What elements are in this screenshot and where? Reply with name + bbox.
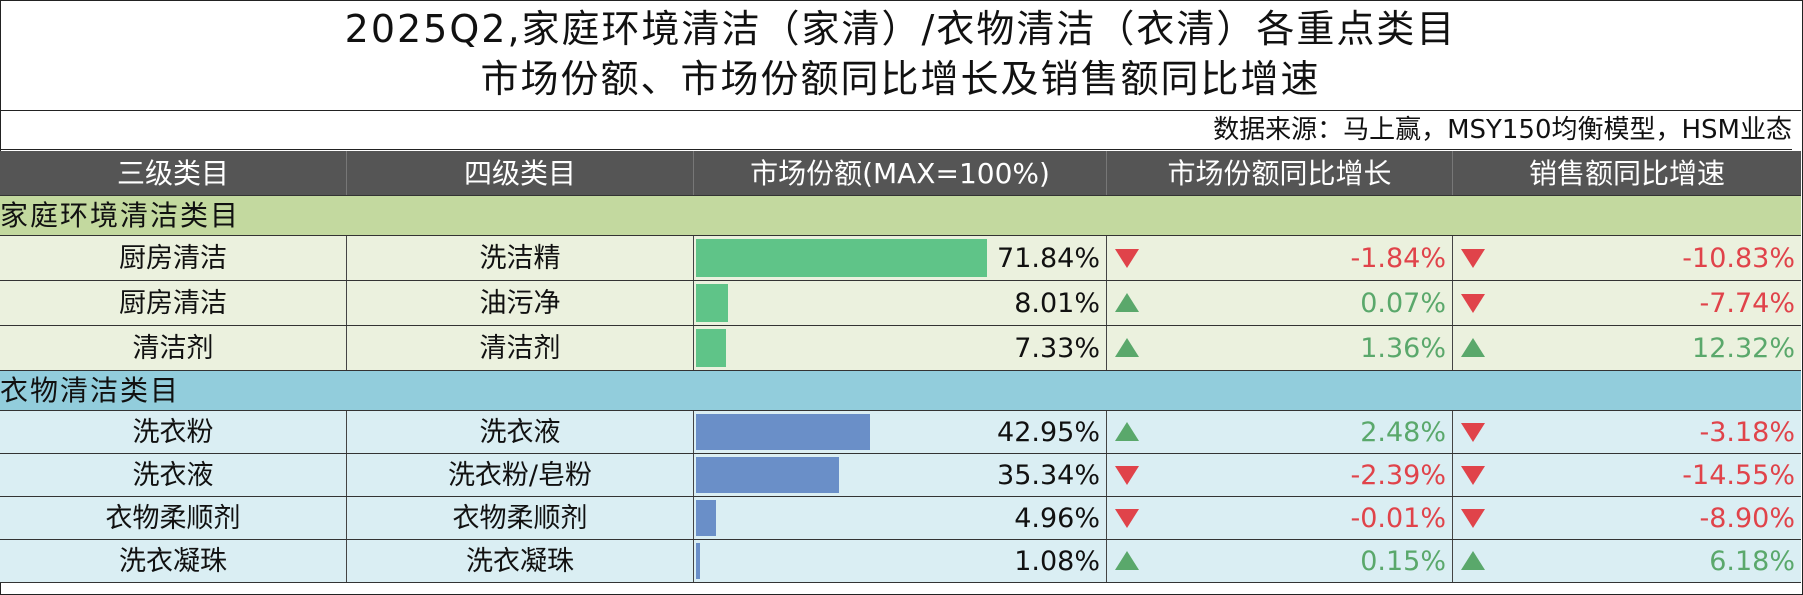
share-bar [696,543,700,579]
share-yoy-cell: 0.07% [1107,281,1453,325]
up-triangle-icon [1115,293,1139,312]
cat4-cell: 洗衣粉/皂粉 [347,454,694,496]
share-value: 1.08% [1014,545,1100,577]
table-row: 厨房清洁 洗洁精 71.84% -1.84% -10.83% [0,236,1801,281]
section-header: 家庭环境清洁类目 [0,196,1801,236]
cat3-cell: 洗衣凝珠 [0,540,347,582]
sales-yoy-cell: -14.55% [1453,454,1801,496]
down-triangle-icon [1115,249,1139,268]
share-value: 8.01% [1014,287,1100,319]
share-bar [696,457,839,493]
sales-yoy-value: -8.90% [1699,502,1795,534]
share-yoy-cell: -0.01% [1107,497,1453,539]
down-triangle-icon [1461,249,1485,268]
cat4-cell: 洗衣凝珠 [347,540,694,582]
share-yoy-value: 0.07% [1360,287,1446,319]
title-line-2: 市场份额、市场份额同比增长及销售额同比增速 [480,57,1321,101]
header-cat4: 四级类目 [347,151,694,195]
cat3-cell: 清洁剂 [0,326,347,370]
share-bar [696,329,726,367]
share-cell: 1.08% [694,540,1107,582]
down-triangle-icon [1461,509,1485,528]
down-triangle-icon [1115,509,1139,528]
header-sales-yoy: 销售额同比增速 [1528,157,1725,190]
sales-yoy-cell: -10.83% [1453,236,1801,280]
share-bar [696,414,870,450]
share-yoy-value: 0.15% [1360,545,1446,577]
sales-yoy-value: 6.18% [1709,545,1795,577]
share-cell: 35.34% [694,454,1107,496]
chart-title: 2025Q2,家庭环境清洁（家清）/衣物清洁（衣清）各重点类目 市场份额、市场份… [0,0,1801,111]
header-share-yoy: 市场份额同比增长 [1107,151,1453,195]
header-row: 三级类目 四级类目 市场份额(MAX=100%) 市场份额同比增长 销售额同比增… [0,151,1801,196]
up-triangle-icon [1461,551,1485,570]
up-triangle-icon [1115,551,1139,570]
sales-yoy-cell: -8.90% [1453,497,1801,539]
table-row: 衣物柔顺剂 衣物柔顺剂 4.96% -0.01% -8.90% [0,497,1801,540]
down-triangle-icon [1115,466,1139,485]
title-line-1: 2025Q2,家庭环境清洁（家清）/衣物清洁（衣清）各重点类目 [344,7,1457,51]
data-table: 三级类目 四级类目 市场份额(MAX=100%) 市场份额同比增长 销售额同比增… [0,151,1801,583]
down-triangle-icon [1461,423,1485,442]
header-share: 市场份额(MAX=100%) [694,151,1107,195]
share-yoy-cell: 2.48% [1107,411,1453,453]
share-yoy-value: 2.48% [1360,416,1446,448]
cat3-cell: 洗衣液 [0,454,347,496]
table-row: 洗衣粉 洗衣液 42.95% 2.48% -3.18% [0,411,1801,454]
data-source: 数据来源：马上赢，MSY150均衡模型，HSM业态 [0,111,1792,150]
up-triangle-icon [1461,338,1485,357]
share-cell: 42.95% [694,411,1107,453]
share-yoy-value: -1.84% [1350,242,1446,274]
share-yoy-cell: -2.39% [1107,454,1453,496]
header-cat3: 三级类目 [0,151,347,195]
share-yoy-cell: 1.36% [1107,326,1453,370]
cat3-cell: 厨房清洁 [0,236,347,280]
share-cell: 71.84% [694,236,1107,280]
up-triangle-icon [1115,422,1139,441]
cat3-cell: 厨房清洁 [0,281,347,325]
cat3-cell: 衣物柔顺剂 [0,497,347,539]
cat4-cell: 洗衣液 [347,411,694,453]
down-triangle-icon [1461,466,1485,485]
sales-yoy-value: 12.32% [1692,332,1795,364]
cat3-cell: 洗衣粉 [0,411,347,453]
share-value: 71.84% [997,242,1100,274]
share-bar [696,284,728,322]
down-triangle-icon [1461,294,1485,313]
share-bar [696,239,987,277]
share-value: 4.96% [1014,502,1100,534]
table-row: 清洁剂 清洁剂 7.33% 1.36% 12.32% [0,326,1801,371]
share-cell: 8.01% [694,281,1107,325]
share-bar [696,500,716,536]
sales-yoy-value: -3.18% [1699,416,1795,448]
table-row: 厨房清洁 油污净 8.01% 0.07% -7.74% [0,281,1801,326]
section-header: 衣物清洁类目 [0,371,1801,411]
table-row: 洗衣液 洗衣粉/皂粉 35.34% -2.39% -14.55% [0,454,1801,497]
share-value: 35.34% [997,459,1100,491]
share-yoy-cell: 0.15% [1107,540,1453,582]
share-yoy-value: -0.01% [1350,502,1446,534]
table-row: 洗衣凝珠 洗衣凝珠 1.08% 0.15% 6.18% [0,540,1801,583]
sales-yoy-cell: 12.32% [1453,326,1801,370]
cat4-cell: 衣物柔顺剂 [347,497,694,539]
sales-yoy-value: -14.55% [1682,459,1795,491]
share-yoy-value: -2.39% [1350,459,1446,491]
cat4-cell: 清洁剂 [347,326,694,370]
share-value: 7.33% [1014,332,1100,364]
cat4-cell: 油污净 [347,281,694,325]
sales-yoy-value: -10.83% [1682,242,1795,274]
up-triangle-icon [1115,338,1139,357]
cat4-cell: 洗洁精 [347,236,694,280]
share-value: 42.95% [997,416,1100,448]
sales-yoy-cell: 6.18% [1453,540,1801,582]
share-cell: 7.33% [694,326,1107,370]
share-yoy-cell: -1.84% [1107,236,1453,280]
share-cell: 4.96% [694,497,1107,539]
sales-yoy-value: -7.74% [1699,287,1795,319]
share-yoy-value: 1.36% [1360,332,1446,364]
sales-yoy-cell: -7.74% [1453,281,1801,325]
sales-yoy-cell: -3.18% [1453,411,1801,453]
